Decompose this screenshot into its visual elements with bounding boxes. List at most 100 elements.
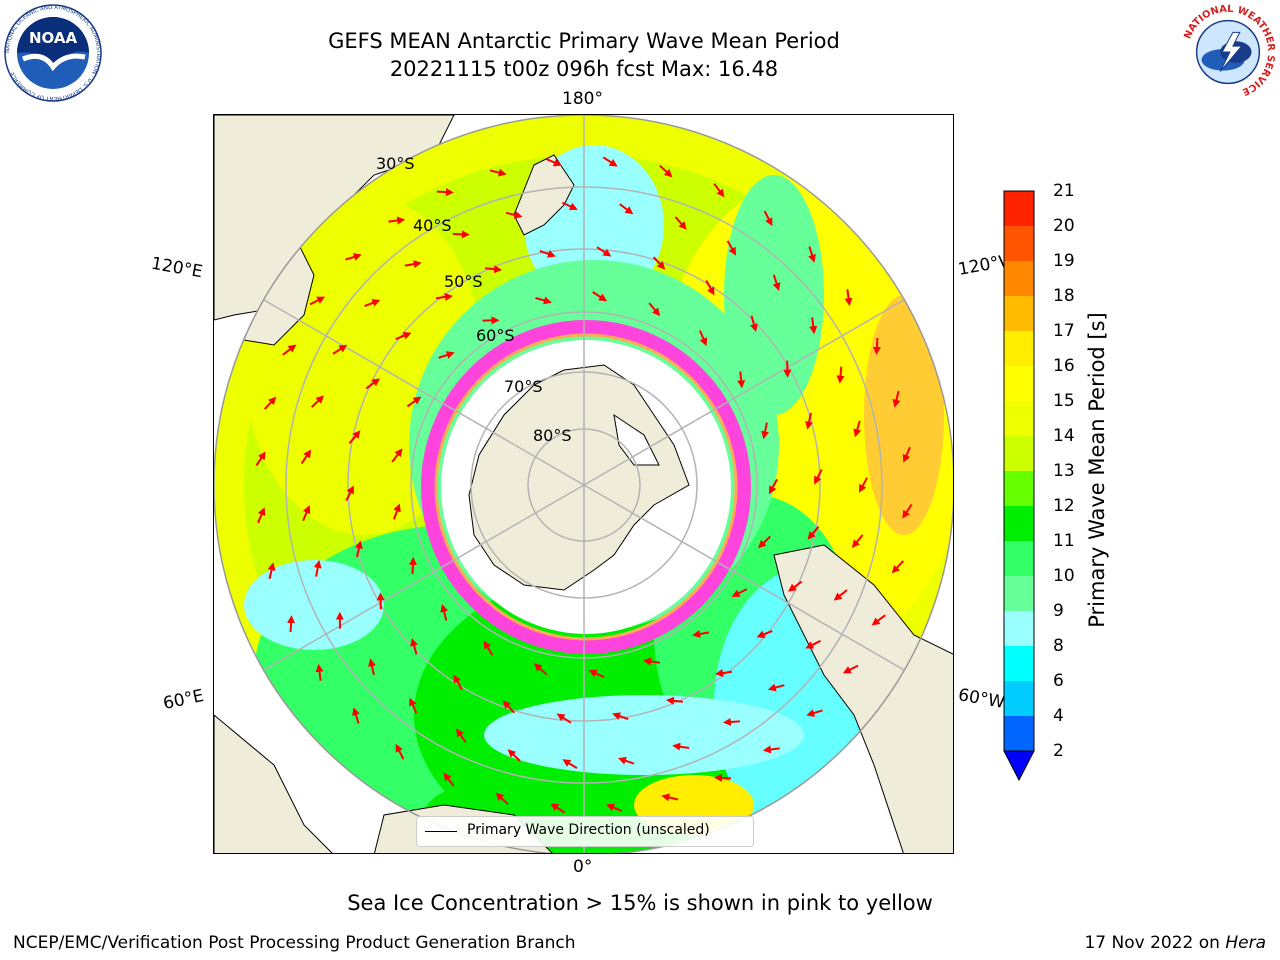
wave-arrow: [892, 390, 901, 408]
colorbar-segment: [1004, 366, 1034, 401]
colorbar-segment: [1004, 716, 1034, 751]
colorbar-label: Primary Wave Mean Period [s]: [1085, 312, 1109, 628]
wave-arrow: [404, 260, 422, 269]
wave-arrow: [698, 330, 708, 347]
wave-arrow: [436, 188, 454, 197]
wave-arrow: [836, 366, 845, 384]
wave-arrow: [592, 291, 608, 302]
wave-arrow: [348, 430, 361, 444]
lat-label-50s: 50°S: [444, 272, 483, 291]
colorbar-tick-label: 20: [1053, 216, 1075, 236]
wave-arrow: [787, 580, 803, 592]
wave-arrow: [452, 230, 470, 239]
wave-arrow: [395, 743, 405, 760]
footer-machine: Hera: [1225, 933, 1266, 953]
wave-arrow: [692, 630, 710, 638]
wave-arrow: [267, 562, 276, 580]
wave-arrow: [302, 505, 311, 522]
wave-arrow: [902, 503, 913, 519]
wave-arrow: [539, 249, 556, 258]
wave-arrow: [602, 156, 618, 167]
wave-arrow: [300, 449, 312, 465]
lat-label-40s: 40°S: [413, 216, 452, 235]
wave-arrow: [761, 422, 770, 440]
wave-arrow: [535, 296, 552, 305]
wave-arrow: [561, 201, 578, 211]
wave-arrow: [672, 742, 690, 751]
wave-arrow: [872, 337, 881, 355]
colorbar-segment: [1004, 646, 1034, 681]
wave-arrow: [833, 589, 848, 601]
wave-arrow: [533, 663, 548, 676]
wave-arrow: [489, 168, 507, 177]
wave-arrow: [737, 371, 746, 389]
wave-arrow: [352, 707, 360, 724]
colorbar-segment: [1004, 436, 1034, 471]
lon-label-60w: 60°W: [956, 685, 1007, 713]
colorbar-extend-min: [1003, 750, 1035, 782]
plot-title: GEFS MEAN Antarctic Primary Wave Mean Pe…: [328, 29, 840, 53]
wave-arrow: [440, 604, 448, 621]
wave-arrow: [502, 700, 516, 714]
wave-arrow: [313, 559, 322, 577]
wave-arrow: [392, 503, 401, 520]
wave-arrow: [808, 246, 816, 263]
wave-arrow: [902, 446, 911, 463]
wave-arrow: [805, 412, 813, 430]
nws-logo: NATIONAL WEATHER SERVICE: [1179, 3, 1277, 101]
wave-arrow: [851, 534, 864, 548]
wave-arrow: [705, 280, 715, 296]
wave-arrow: [443, 772, 455, 787]
wave-arrow: [315, 663, 324, 681]
wave-arrow: [871, 614, 886, 626]
legend-line: [425, 831, 457, 832]
wave-arrow: [263, 396, 277, 410]
lon-label-180: 180°: [562, 89, 603, 109]
sea-ice-caption: Sea Ice Concentration > 15% is shown in …: [347, 891, 933, 915]
wave-arrow: [438, 351, 455, 359]
wave-arrow: [715, 669, 733, 677]
wave-arrow: [388, 216, 406, 225]
colorbar-tick-label: 10: [1053, 566, 1075, 586]
colorbar-tick-label: 19: [1053, 251, 1075, 271]
lon-label-0: 0°: [573, 857, 593, 877]
colorbar-segment: [1004, 576, 1034, 611]
wave-arrow: [495, 792, 509, 806]
wave-arrow: [453, 674, 463, 690]
colorbar-tick-label: 21: [1053, 181, 1075, 201]
wave-arrow: [507, 749, 521, 762]
wave-arrow: [762, 745, 780, 754]
colorbar-segment: [1004, 471, 1034, 506]
wave-arrow: [713, 183, 725, 198]
noaa-logo: NATIONAL OCEANIC AND ATMOSPHERIC ADMINIS…: [3, 3, 103, 103]
colorbar-tick-label: 2: [1053, 741, 1064, 761]
wave-arrow: [255, 451, 266, 467]
wave-arrow: [332, 344, 348, 355]
colorbar-tick-label: 18: [1053, 286, 1075, 306]
wave-arrow: [505, 211, 523, 219]
wave-arrow: [772, 274, 781, 292]
wave-arrow: [550, 803, 566, 814]
wave-arrow: [619, 203, 634, 215]
wave-arrow: [435, 293, 453, 301]
wave-arrow: [612, 712, 629, 721]
wave-arrow: [588, 669, 605, 679]
wave-arrow: [365, 378, 381, 390]
colorbar-tick-label: 8: [1053, 636, 1064, 656]
legend-label: Primary Wave Direction (unscaled): [467, 822, 710, 838]
wave-arrow: [809, 317, 818, 335]
wave-arrow: [596, 246, 612, 257]
colorbar-segment: [1004, 506, 1034, 541]
wave-arrow: [409, 697, 418, 714]
wave-arrow: [807, 526, 820, 540]
wave-arrow: [345, 253, 362, 261]
colorbar-tick-label: 6: [1053, 671, 1064, 691]
wave-arrow: [767, 683, 785, 692]
wave-arrow: [665, 696, 683, 705]
wave-arrow: [659, 164, 673, 178]
sea-ice-inner: [434, 333, 738, 641]
graticule: [214, 115, 953, 853]
wave-arrow: [355, 540, 363, 558]
wave-arrow: [606, 803, 623, 812]
wave-arrow: [661, 793, 679, 802]
